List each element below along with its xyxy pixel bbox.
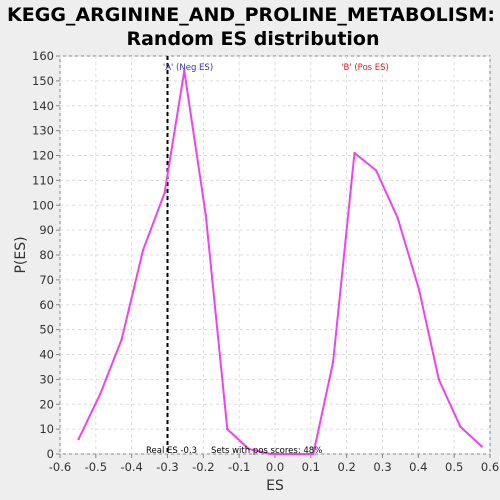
y-axis-label: P(ES) <box>13 236 29 273</box>
data-point <box>396 216 399 219</box>
data-point <box>120 338 123 341</box>
data-point <box>353 151 356 155</box>
y-tick-label: 120 <box>32 149 54 163</box>
data-point <box>163 191 166 195</box>
pos-scores-label: Sets with pos scores: 48% <box>211 446 322 456</box>
series-layer <box>77 69 483 456</box>
x-tick-label: -0.3 <box>156 460 178 474</box>
grid-lines <box>59 55 491 455</box>
data-point <box>247 447 251 451</box>
x-tick-label: -0.5 <box>85 460 107 474</box>
real-es-label: Real ES -0.3 <box>146 446 197 456</box>
x-tick-label: -0.1 <box>228 460 250 474</box>
x-tick-label: -0.2 <box>192 460 214 474</box>
data-point <box>331 360 335 364</box>
chart-title-line2: Random ES distribution <box>126 28 379 50</box>
y-tick-label: 40 <box>39 348 54 362</box>
x-tick-label: 0.3 <box>373 460 391 474</box>
y-tick-label: 90 <box>39 223 54 237</box>
data-point <box>269 452 272 456</box>
data-point <box>312 452 315 456</box>
y-tick-label: 20 <box>39 397 54 411</box>
y-tick-label: 150 <box>32 74 54 88</box>
x-tick-label: 0.2 <box>338 460 356 474</box>
data-point <box>77 437 80 441</box>
data-point <box>374 169 378 172</box>
x-tick-label: 0.1 <box>302 460 320 474</box>
x-tick-label: 0.6 <box>481 460 499 474</box>
data-point <box>417 288 421 292</box>
y-tick-label: 30 <box>39 372 54 386</box>
x-tick-label: 0.4 <box>409 460 427 474</box>
y-tick-label: 160 <box>32 49 54 63</box>
data-point <box>459 425 462 428</box>
data-point <box>98 393 102 396</box>
y-tick-label: 70 <box>39 273 54 287</box>
series-line-0 <box>77 69 483 455</box>
data-point <box>290 452 294 456</box>
pos-es-label: 'B' (Pos ES) <box>341 63 389 73</box>
x-axis-label: ES <box>266 478 284 494</box>
y-tick-label: 140 <box>32 99 54 113</box>
y-tick-label: 100 <box>32 198 54 212</box>
x-tick-label: -0.4 <box>120 460 142 474</box>
neg-es-label: 'A' (Neg ES) <box>163 63 213 73</box>
data-point <box>204 214 208 217</box>
y-tick-label: 110 <box>32 173 54 187</box>
y-tick-label: 60 <box>39 298 54 312</box>
y-tick-label: 0 <box>47 447 54 461</box>
data-point <box>437 378 440 381</box>
x-tick-label: 0.5 <box>445 460 463 474</box>
data-point <box>226 427 229 431</box>
axes: -0.6 -0.5 -0.4 -0.3 -0.2 -0.1 0.0 0.1 0.2 0.3 0.4 0… <box>32 49 499 474</box>
y-tick-label: 50 <box>39 323 54 337</box>
chart-title-line1: KEGG_ARGININE_AND_PROLINE_METABOLISM: <box>7 4 495 26</box>
data-point <box>141 248 145 252</box>
y-tick-label: 130 <box>32 124 54 138</box>
data-point <box>183 69 186 73</box>
x-tick-label: 0.0 <box>266 460 284 474</box>
y-tick-label: 80 <box>39 248 54 262</box>
y-tick-label: 10 <box>39 422 54 436</box>
x-tick-label: -0.6 <box>49 460 71 474</box>
data-point <box>480 445 483 448</box>
